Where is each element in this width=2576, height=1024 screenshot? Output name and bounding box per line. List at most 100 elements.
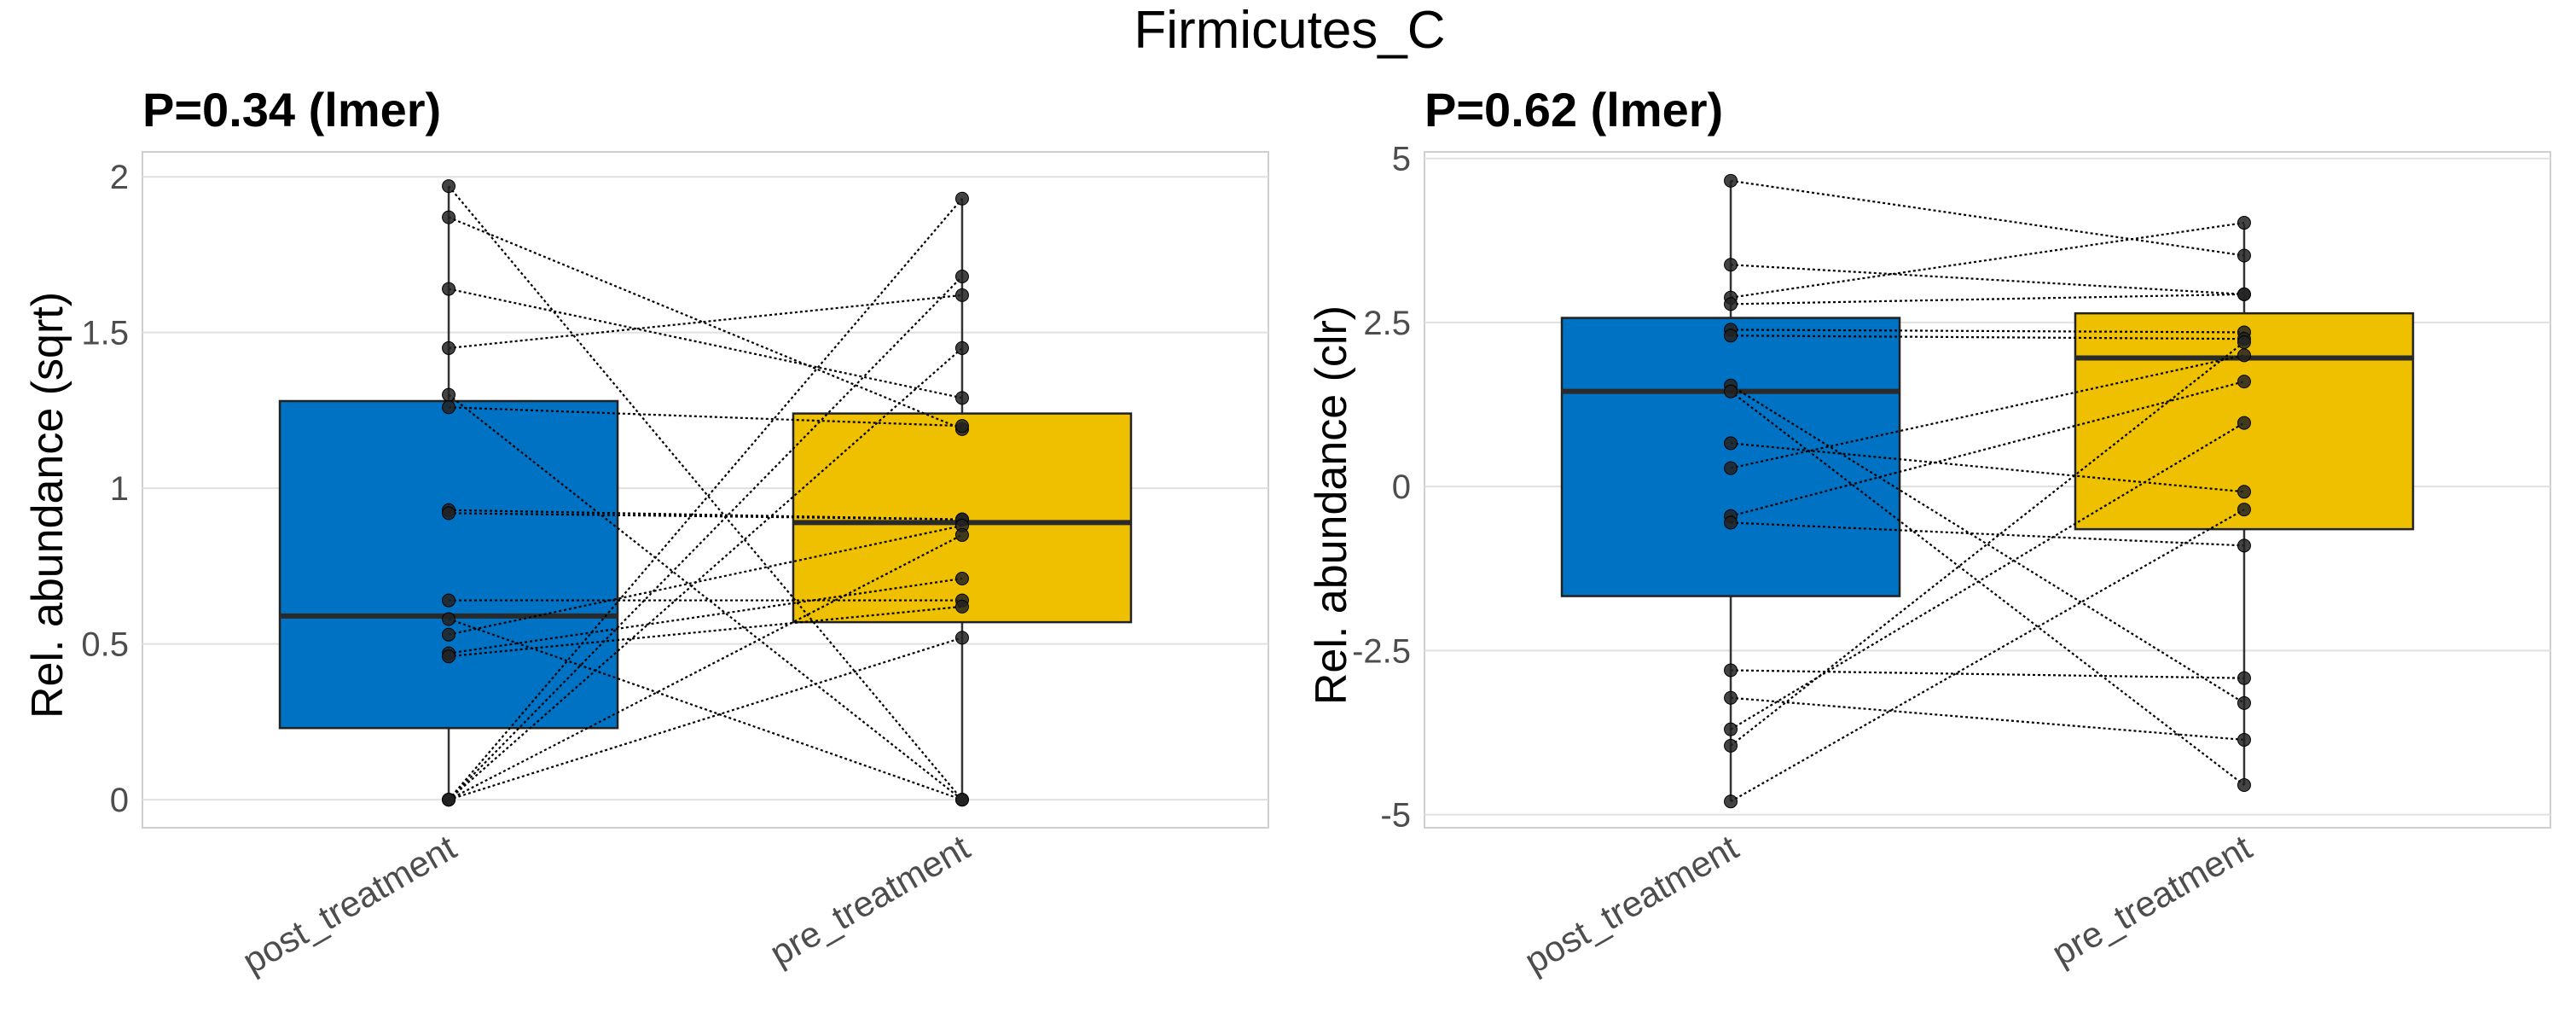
pair-line: [448, 216, 963, 430]
pair-line: [1730, 354, 2245, 469]
pair-line: [1731, 669, 2244, 679]
data-point: [442, 593, 456, 608]
data-point: [442, 282, 456, 296]
data-point: [442, 340, 456, 355]
panel-2: -5 -2.5 0 2.5 5 P=0.62 (lmer) Rel. abundance (…: [1307, 83, 2551, 981]
data-point: [2237, 485, 2251, 499]
data-point: [2237, 503, 2251, 517]
data-point: [1724, 436, 1738, 451]
pair-line: [1730, 442, 2245, 493]
pair-line: [1730, 390, 2245, 786]
y-tick-label: 2: [110, 159, 129, 196]
pair-line: [448, 276, 963, 800]
data-point: [1724, 384, 1738, 399]
data-point: [2237, 287, 2251, 301]
data-point: [2237, 778, 2251, 793]
data-point: [1724, 461, 1738, 475]
data-point: [1724, 515, 1738, 530]
data-point: [442, 400, 456, 415]
pair-line: [448, 294, 963, 350]
data-point: [2237, 416, 2251, 430]
data-point: [442, 649, 456, 664]
data-point: [2237, 538, 2251, 553]
data-point: [954, 793, 969, 807]
y-tick-label: 5: [1392, 141, 1411, 178]
pair-line: [449, 509, 962, 521]
x-tick-label: post_treatment: [1517, 827, 1744, 981]
pair-line: [1730, 381, 2245, 517]
pair-line: [448, 406, 962, 428]
data-point: [1724, 297, 1738, 311]
data-point: [442, 612, 456, 626]
data-point: [1724, 258, 1738, 272]
data-point: [2237, 671, 2251, 685]
data-point: [1724, 722, 1738, 736]
box-post-treatment: [1560, 317, 1901, 597]
pair-line: [1730, 264, 2245, 295]
data-point: [2237, 248, 2251, 263]
panel-title: P=0.62 (lmer): [1424, 83, 1723, 137]
pair-line: [448, 605, 963, 658]
figure-title: Firmicutes_C: [1134, 1, 1445, 60]
pair-line: [448, 198, 963, 800]
data-point: [954, 340, 969, 355]
x-tick-label: post_treatment: [235, 827, 462, 981]
pair-line: [1730, 179, 2245, 257]
y-tick-label: -2.5: [1352, 632, 1411, 670]
y-tick-label: 1: [110, 470, 129, 508]
y-tick-label: 0: [1392, 468, 1411, 506]
pair-line: [448, 577, 963, 655]
panel-1: 0 0.5 1 1.5 2 P=0.34 (lmer) Rel. abundance (sq…: [23, 83, 1269, 981]
y-tick-label: 1.5: [81, 315, 129, 352]
pair-line: [448, 185, 963, 800]
data-point: [442, 506, 456, 521]
data-point: [954, 391, 969, 405]
x-tick-label: pre_treatment: [2045, 827, 2259, 974]
pair-line: [448, 288, 963, 399]
data-point: [954, 191, 969, 206]
pair-line: [448, 347, 963, 800]
pair-line: [1731, 329, 2244, 334]
data-point: [1724, 663, 1738, 678]
data-point: [954, 419, 969, 433]
data-point: [2237, 375, 2251, 389]
data-point: [2237, 216, 2251, 230]
pair-line: [1730, 384, 2245, 704]
data-point: [954, 631, 969, 645]
y-tick-label: 2.5: [1363, 305, 1411, 342]
y-axis-label: Rel. abundance (clr): [1307, 305, 1356, 705]
data-point: [442, 387, 456, 402]
y-axis-label: Rel. abundance (sqrt): [23, 292, 73, 719]
data-point: [1724, 738, 1738, 753]
pair-line: [1731, 293, 2244, 305]
pair-line: [1730, 509, 2245, 803]
panel-title: P=0.34 (lmer): [142, 83, 441, 137]
data-point: [1724, 329, 1738, 343]
pair-line: [1730, 341, 2245, 747]
box-post-treatment: [278, 399, 619, 730]
y-tick-label: 0.5: [81, 626, 129, 664]
pair-line: [1730, 221, 2245, 299]
data-point: [1724, 794, 1738, 809]
data-point: [2237, 695, 2251, 710]
data-point: [954, 269, 969, 283]
data-point: [442, 627, 456, 642]
x-tick-label: pre_treatment: [763, 827, 977, 974]
data-point: [1724, 690, 1738, 705]
data-point: [442, 179, 456, 194]
data-point: [954, 572, 969, 586]
pair-line: [1730, 521, 2245, 547]
y-tick-label: -5: [1380, 797, 1411, 835]
data-point: [954, 527, 969, 542]
pair-line: [449, 512, 962, 521]
pair-line: [1731, 335, 2244, 340]
pair-line: [448, 618, 963, 801]
data-point: [1724, 173, 1738, 188]
pair-line: [1730, 696, 2245, 742]
pair-line: [448, 533, 963, 801]
y-tick-label: 0: [110, 782, 129, 819]
data-point: [954, 288, 969, 302]
pair-line: [448, 524, 963, 636]
data-point: [442, 210, 456, 224]
